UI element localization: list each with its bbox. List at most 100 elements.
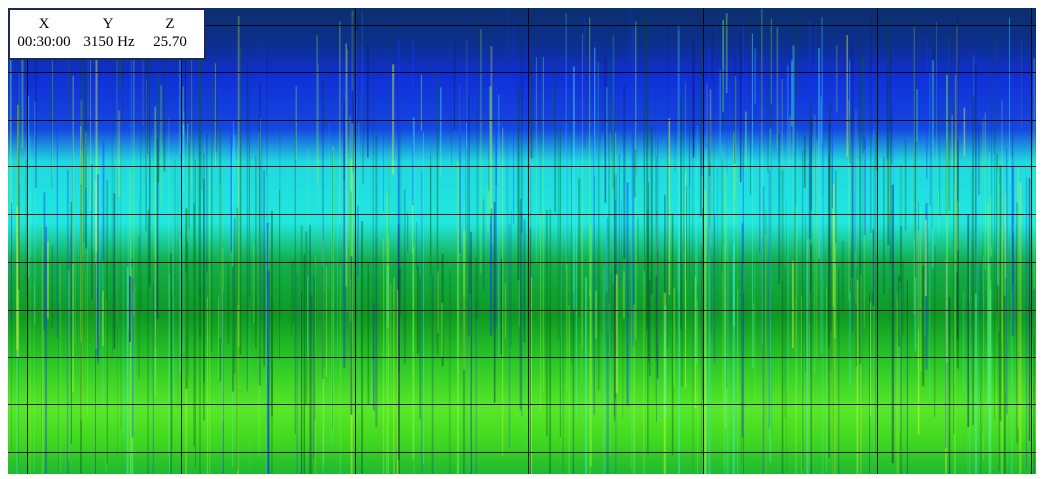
- texture-stripe: [1010, 157, 1013, 474]
- texture-stripe: [396, 289, 400, 474]
- texture-stripe: [322, 238, 325, 466]
- texture-stripe: [169, 273, 171, 474]
- texture-stripe: [902, 261, 904, 335]
- texture-stripe: [296, 273, 299, 474]
- texture-stripe: [918, 201, 919, 330]
- texture-stripe: [794, 206, 797, 474]
- texture-stripe: [72, 75, 74, 393]
- texture-stripe: [649, 279, 651, 376]
- texture-stripe: [722, 142, 723, 419]
- texture-stripe: [386, 191, 388, 271]
- texture-stripe: [726, 97, 728, 174]
- texture-stripe: [400, 128, 402, 294]
- texture-stripe: [540, 17, 541, 219]
- texture-stripe: [637, 217, 639, 264]
- texture-stripe: [575, 208, 577, 420]
- texture-stripe: [249, 296, 251, 474]
- texture-stripe: [246, 66, 248, 392]
- texture-stripe: [383, 75, 384, 212]
- texture-stripe: [831, 170, 833, 369]
- texture-stripe: [809, 102, 812, 293]
- texture-stripe: [490, 208, 493, 336]
- texture-stripe: [122, 18, 123, 122]
- texture-stripe: [814, 24, 817, 216]
- texture-stripe: [90, 44, 91, 211]
- texture-stripe: [922, 265, 925, 387]
- texture-stripe: [539, 23, 542, 128]
- texture-stripe: [972, 94, 974, 425]
- texture-stripe: [387, 235, 389, 474]
- texture-stripe: [725, 262, 728, 389]
- texture-stripe: [771, 293, 773, 439]
- texture-stripe: [499, 152, 501, 249]
- texture-stripe: [59, 263, 61, 474]
- texture-stripe: [117, 169, 118, 458]
- texture-stripe: [560, 201, 562, 417]
- texture-stripe: [267, 271, 270, 474]
- texture-stripe: [1003, 295, 1006, 474]
- texture-stripe: [332, 149, 334, 432]
- texture-stripe: [476, 18, 479, 319]
- texture-stripe: [490, 222, 492, 312]
- texture-stripe: [948, 297, 951, 474]
- texture-stripe: [635, 21, 637, 340]
- texture-stripe: [294, 118, 296, 435]
- texture-stripe: [705, 149, 707, 474]
- texture-stripe: [732, 257, 734, 474]
- texture-stripe: [633, 149, 636, 198]
- texture-stripe: [863, 150, 865, 327]
- texture-stripe: [321, 79, 324, 379]
- texture-stripe: [222, 291, 224, 474]
- texture-stripe: [86, 155, 88, 200]
- texture-stripe: [988, 262, 991, 474]
- texture-stripe: [154, 178, 156, 379]
- texture-stripe: [97, 174, 99, 364]
- texture-stripe: [896, 292, 898, 474]
- texture-stripe: [629, 9, 631, 113]
- texture-stripe: [218, 296, 219, 379]
- texture-stripe: [420, 74, 422, 131]
- texture-stripe: [29, 191, 32, 475]
- texture-stripe: [612, 35, 615, 283]
- texture-stripe: [737, 289, 739, 474]
- texture-stripe: [822, 65, 824, 280]
- texture-stripe: [67, 270, 70, 460]
- texture-stripe: [886, 68, 888, 162]
- texture-stripe: [684, 81, 686, 326]
- texture-stripe: [925, 203, 928, 370]
- texture-stripe: [122, 192, 124, 441]
- texture-stripe: [351, 123, 354, 419]
- texture-stripe: [403, 189, 406, 365]
- texture-stripe: [346, 49, 348, 313]
- texture-stripe: [152, 283, 154, 474]
- texture-stripe: [956, 11, 959, 340]
- texture-stripe: [643, 183, 645, 474]
- texture-stripe: [566, 62, 568, 260]
- texture-stripe: [18, 72, 20, 184]
- texture-stripe: [171, 295, 173, 448]
- texture-stripe: [704, 236, 707, 474]
- texture-stripe: [21, 48, 24, 149]
- texture-stripe: [890, 106, 893, 165]
- texture-stripe: [185, 273, 187, 474]
- texture-stripe: [643, 13, 646, 272]
- texture-stripe: [862, 126, 863, 400]
- texture-stripe: [636, 127, 638, 175]
- texture-stripe: [797, 17, 799, 97]
- texture-stripe: [548, 307, 551, 474]
- texture-stripe: [674, 114, 676, 172]
- texture-stripe: [673, 287, 675, 387]
- texture-stripe: [260, 118, 261, 162]
- texture-stripe: [646, 16, 649, 330]
- texture-stripe: [506, 8, 509, 267]
- texture-stripe: [787, 65, 789, 392]
- texture-stripe: [199, 17, 201, 339]
- texture-stripe: [762, 186, 765, 474]
- texture-stripe: [436, 73, 439, 355]
- texture-stripe: [493, 202, 496, 403]
- texture-stripe: [697, 299, 699, 474]
- texture-stripe: [279, 189, 280, 360]
- texture-stripe: [535, 20, 537, 68]
- texture-stripe: [906, 280, 908, 474]
